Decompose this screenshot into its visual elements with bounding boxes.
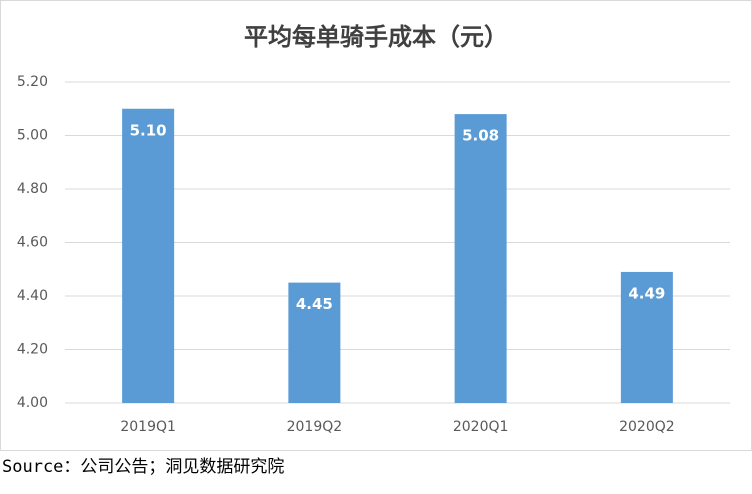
data-label: 5.08: [462, 127, 499, 145]
y-tick-label: 4.40: [17, 288, 48, 304]
x-tick-label: 2019Q2: [287, 419, 343, 435]
data-label: 4.45: [296, 295, 333, 313]
y-tick-label: 4.20: [17, 342, 48, 358]
x-tick-label: 2020Q2: [619, 419, 675, 435]
x-tick-label: 2019Q1: [120, 419, 176, 435]
y-tick-label: 4.60: [17, 235, 48, 251]
source-note: Source：公司公告；洞见数据研究院: [2, 457, 284, 477]
bar: [620, 271, 673, 403]
y-tick-label: 4.80: [17, 181, 48, 197]
bar: [122, 108, 175, 403]
x-tick-label: 2020Q1: [453, 419, 509, 435]
y-tick-label: 5.20: [17, 74, 48, 90]
y-tick-label: 5.00: [17, 128, 48, 144]
data-label: 4.49: [628, 284, 665, 302]
bar: [288, 282, 341, 403]
data-label: 5.10: [130, 121, 167, 139]
bar: [454, 114, 507, 403]
y-tick-label: 4.00: [17, 395, 48, 411]
chart-title: 平均每单骑手成本（元）: [244, 23, 508, 51]
